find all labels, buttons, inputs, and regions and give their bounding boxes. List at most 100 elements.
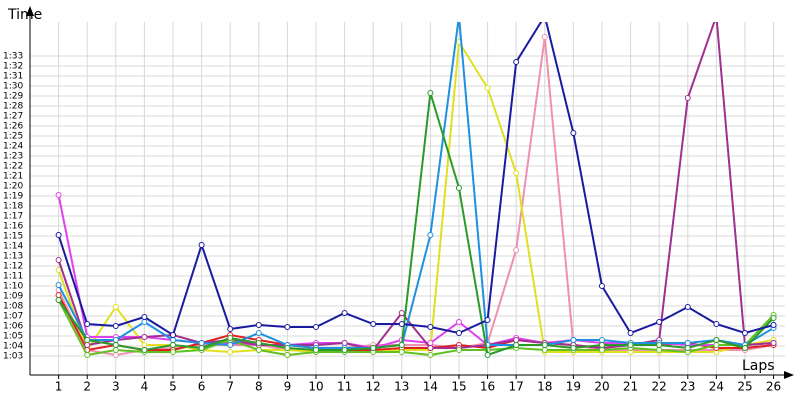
data-point: [141, 314, 148, 320]
data-point: [598, 342, 605, 348]
y-tick-label: 1:15: [3, 232, 23, 242]
data-point: [255, 330, 262, 336]
data-point: [627, 330, 634, 336]
y-tick-label: 1:14: [3, 242, 23, 252]
x-tick-label: 26: [766, 380, 781, 394]
y-tick-label: 1:07: [3, 312, 23, 322]
data-point: [713, 337, 720, 343]
y-tick-label: 1:21: [3, 172, 23, 182]
data-point: [770, 322, 777, 328]
x-tick-label: 2: [83, 380, 91, 394]
x-tick-label: 25: [737, 380, 752, 394]
series-line: [57, 299, 775, 357]
data-point: [169, 342, 176, 348]
x-tick-label: 7: [226, 380, 234, 394]
data-point: [684, 95, 691, 101]
data-point: [684, 304, 691, 310]
y-tick-label: 1:11: [3, 272, 23, 282]
data-point: [541, 347, 548, 353]
data-point: [656, 319, 663, 325]
data-point: [398, 342, 405, 348]
data-point: [84, 342, 91, 348]
y-tick-label: 1:20: [3, 182, 23, 192]
y-tick-label: 1:29: [3, 92, 23, 102]
data-point: [455, 185, 462, 191]
data-point: [427, 345, 434, 351]
plot-area: [55, 22, 777, 358]
y-tick-label: 1:23: [3, 152, 23, 162]
data-point: [84, 352, 91, 358]
data-point: [741, 345, 748, 351]
y-arrow: [26, 6, 34, 16]
data-point: [198, 345, 205, 351]
data-point: [656, 347, 663, 353]
x-tick-label: 17: [509, 380, 524, 394]
x-tick-label: 22: [652, 380, 667, 394]
y-tick-label: 1:28: [3, 102, 23, 112]
data-point: [55, 232, 62, 238]
data-point: [598, 337, 605, 343]
data-point: [684, 340, 691, 346]
data-point: [656, 342, 663, 348]
data-point: [341, 347, 348, 353]
x-tick-label: 5: [169, 380, 177, 394]
series-line: [57, 22, 774, 337]
data-point: [513, 170, 520, 176]
x-tick-label: 18: [537, 380, 552, 394]
data-point: [598, 283, 605, 289]
data-point: [198, 340, 205, 346]
x-tick-label: 21: [623, 380, 638, 394]
x-tick-label: 15: [451, 380, 466, 394]
data-point: [112, 304, 119, 310]
data-point: [312, 324, 319, 330]
series-line: [57, 92, 775, 357]
x-tick-label: 13: [394, 380, 409, 394]
data-point: [398, 321, 405, 327]
data-point: [55, 282, 62, 288]
data-point: [141, 342, 148, 348]
data-point: [112, 347, 119, 353]
data-point: [513, 337, 520, 343]
data-point: [112, 352, 119, 358]
y-tick-label: 1:16: [3, 222, 23, 232]
x-tick-label: 12: [366, 380, 381, 394]
x-tick-label: 20: [594, 380, 609, 394]
data-point: [255, 340, 262, 346]
data-point: [370, 321, 377, 327]
data-point: [169, 337, 176, 343]
y-tick-label: 1:13: [3, 252, 23, 262]
data-point: [398, 310, 405, 316]
data-point: [169, 332, 176, 338]
x-tick-label: 3: [112, 380, 120, 394]
y-tick-label: 1:33: [3, 52, 23, 62]
series-line: [57, 22, 775, 349]
x-tick-label: 24: [709, 380, 724, 394]
x-axis-label: Laps: [742, 358, 775, 374]
data-point: [227, 335, 234, 341]
series-line: [57, 22, 774, 352]
data-point: [141, 347, 148, 353]
y-tick-label: 1:04: [3, 342, 23, 352]
x-tick-label: 11: [337, 380, 352, 394]
data-point: [570, 337, 577, 343]
x-tick-label: 1: [55, 380, 63, 394]
data-point: [55, 292, 62, 298]
data-point: [484, 352, 491, 358]
y-tick-label: 1:09: [3, 292, 23, 302]
data-point: [341, 340, 348, 346]
y-tick-label: 1:03: [3, 352, 23, 362]
data-point: [55, 297, 62, 303]
data-point: [484, 85, 491, 91]
data-point: [541, 34, 548, 40]
y-tick-label: 1:05: [3, 332, 23, 342]
data-point: [284, 352, 291, 358]
y-tick-label: 1:30: [3, 82, 23, 92]
data-point: [341, 310, 348, 316]
data-point: [627, 342, 634, 348]
data-point: [513, 247, 520, 253]
data-point: [84, 321, 91, 327]
x-tick-label: 4: [141, 380, 149, 394]
y-tick-label: 1:12: [3, 262, 23, 272]
data-point: [370, 345, 377, 351]
